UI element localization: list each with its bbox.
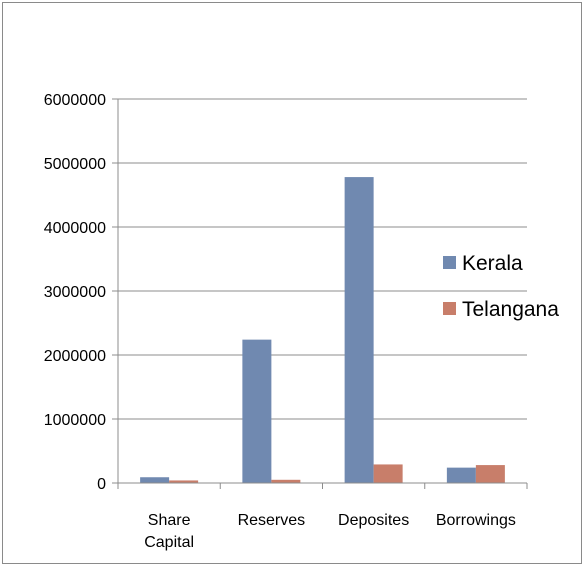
x-tick-label: Borrowings	[436, 512, 516, 529]
legend-swatch-telangana	[443, 302, 456, 315]
legend-label-kerala: Kerala	[462, 252, 523, 275]
bar-kerala-share-capital	[140, 477, 170, 483]
bar-telangana-borrowings	[475, 465, 505, 483]
bar-telangana-reserves	[271, 479, 301, 483]
bar-telangana-share-capital	[169, 480, 199, 483]
y-tick-label: 3000000	[44, 284, 106, 301]
bar-kerala-deposites	[344, 177, 374, 483]
y-tick-label: 2000000	[44, 348, 106, 365]
y-tick-label: 4000000	[44, 220, 106, 237]
bar-kerala-borrowings	[446, 467, 476, 483]
legend-swatch-kerala	[443, 256, 456, 269]
bar-telangana-deposites	[373, 464, 403, 483]
y-tick-label: 1000000	[44, 412, 106, 429]
y-tick-labels: 0 1000000 2000000 3000000 4000000 5000000 6000…	[44, 92, 106, 493]
x-tick-label: Deposites	[338, 512, 409, 529]
bars	[140, 177, 505, 483]
x-tick-label: Share Capital	[144, 512, 194, 551]
bar-kerala-reserves	[242, 339, 272, 483]
y-tick-label: 0	[97, 476, 106, 493]
y-tick-label: 5000000	[44, 156, 106, 173]
x-tick-label: Reserves	[238, 512, 306, 529]
y-tick-label: 6000000	[44, 92, 106, 109]
gridlines	[118, 98, 527, 420]
legend: Kerala Telangana	[443, 252, 559, 321]
x-tick-labels: Share Capital Reserves Deposites Borrowings	[144, 512, 516, 551]
legend-label-telangana: Telangana	[462, 298, 559, 321]
axes	[112, 98, 528, 489]
